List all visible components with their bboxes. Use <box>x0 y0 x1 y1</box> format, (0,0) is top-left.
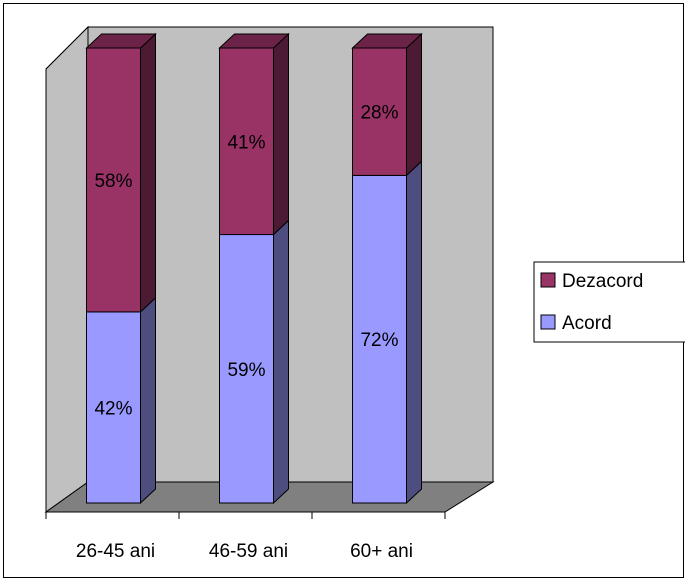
bar-dezacord-3 <box>352 47 407 176</box>
x-tick-label-2: 46-59 ani <box>209 541 288 562</box>
bar-side-dezacord-2 <box>273 32 289 236</box>
bar-top-dezacord-3 <box>351 33 423 49</box>
bar-dezacord-2 <box>219 47 274 236</box>
data-label-dezacord-2: 41% <box>227 132 265 153</box>
data-label-acord-2: 59% <box>227 360 265 381</box>
stacked-bar-chart: 42% 58% 59% 41% 72% 28% 26-45 ani 46-59 ani 60+… <box>44 25 687 562</box>
chart-frame: 42% 58% 59% 41% 72% 28% 26-45 ani 46-59 ani 60+… <box>3 3 687 578</box>
data-label-dezacord-1: 58% <box>94 171 132 192</box>
legend-label-acord: Acord <box>562 313 612 334</box>
x-tick-label-1: 26-45 ani <box>76 541 155 562</box>
bar-dezacord-1 <box>86 47 141 313</box>
legend-box <box>533 261 687 343</box>
bar-side-dezacord-1 <box>140 32 156 314</box>
x-tick-label-3: 60+ ani <box>350 541 413 562</box>
data-label-dezacord-3: 28% <box>360 103 398 124</box>
legend: Dezacord Acord <box>533 261 687 343</box>
bar-top-dezacord-1 <box>85 33 157 49</box>
bar-side-acord-2 <box>273 219 289 505</box>
bar-acord-3 <box>352 174 407 504</box>
bar-side-acord-3 <box>406 160 422 505</box>
legend-swatch-dezacord <box>540 272 556 288</box>
bar-side-acord-1 <box>140 296 156 505</box>
data-label-acord-1: 42% <box>94 398 132 419</box>
chart-side-wall <box>45 25 89 513</box>
bar-acord-2 <box>219 234 274 504</box>
bar-side-dezacord-3 <box>406 32 422 177</box>
legend-label-dezacord: Dezacord <box>562 271 643 292</box>
bar-top-dezacord-2 <box>218 33 290 49</box>
legend-swatch-acord <box>540 314 556 330</box>
data-label-acord-3: 72% <box>360 330 398 351</box>
